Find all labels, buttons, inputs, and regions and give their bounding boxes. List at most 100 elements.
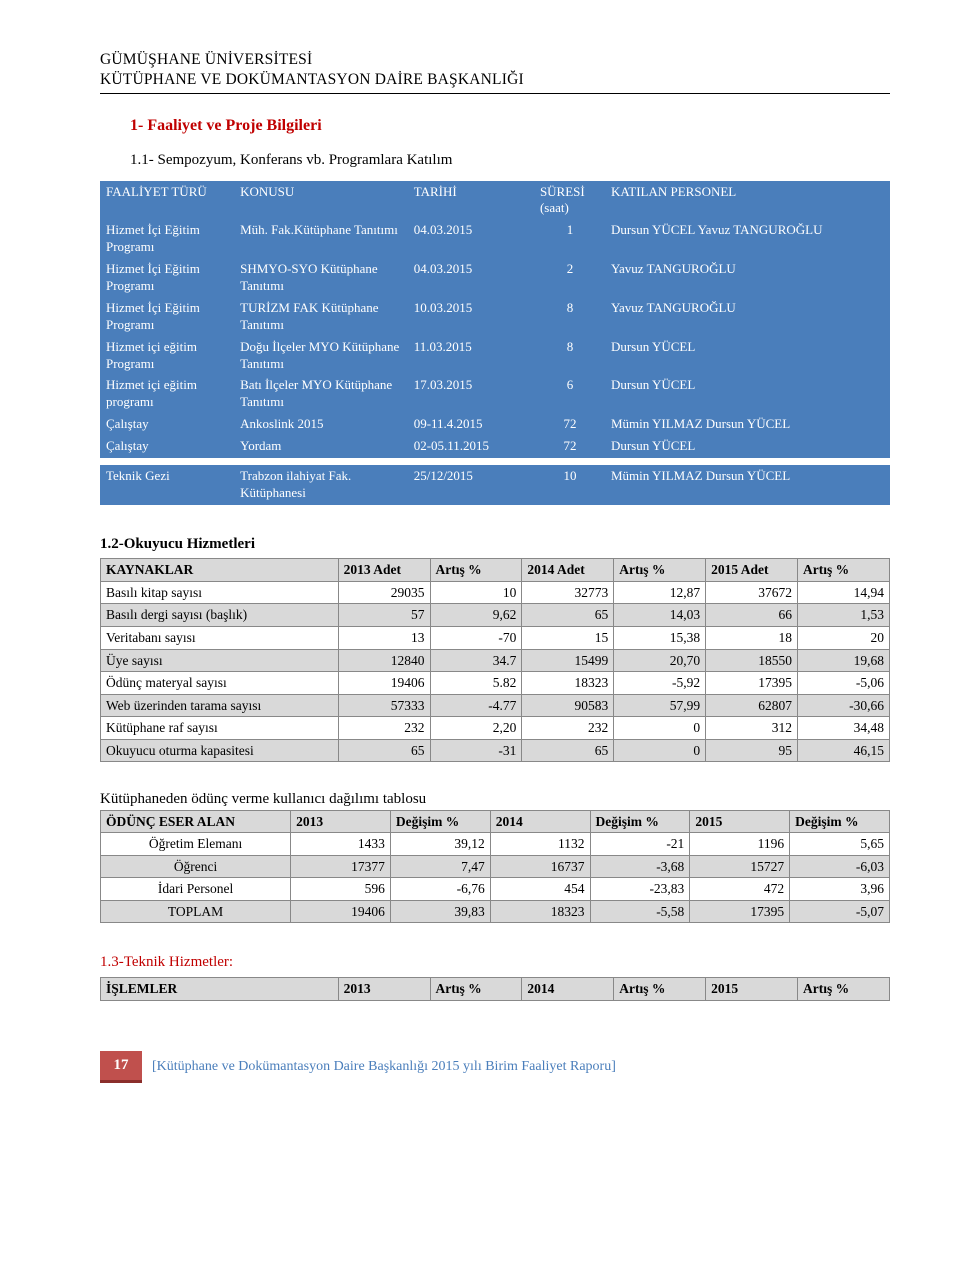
cell: 3,96 <box>790 878 890 901</box>
cell: Öğrenci <box>101 855 291 878</box>
cell: Hizmet İçi Eğitim Programı <box>101 220 235 259</box>
cell: Çalıştay <box>101 414 235 436</box>
table-row: Hizmet İçi Eğitim Programı Müh. Fak.Kütü… <box>101 220 890 259</box>
cell: 20 <box>798 626 890 649</box>
cell: Yordam <box>235 436 409 458</box>
technical-services-table: İŞLEMLER 2013 Artış % 2014 Artış % 2015 … <box>100 977 890 1001</box>
cell: Hizmet içi eğitim Programı <box>101 336 235 375</box>
col-header: 2014 Adet <box>522 559 614 582</box>
cell: 18550 <box>706 649 798 672</box>
col-header: 2015 <box>706 977 798 1000</box>
table-row: Öğretim Elemanı 1433 39,12 1132 -21 1196… <box>101 833 890 856</box>
cell: Yavuz TANGUROĞLU <box>605 297 889 336</box>
cell: 232 <box>522 717 614 740</box>
table-row: Çalıştay Ankoslink 2015 09-11.4.2015 72 … <box>101 414 890 436</box>
cell: SHMYO-SYO Kütüphane Tanıtımı <box>235 259 409 298</box>
cell: 39,83 <box>390 900 490 923</box>
header-line2: KÜTÜPHANE VE DOKÜMANTASYON DAİRE BAŞKANL… <box>100 70 890 90</box>
cell: Batı İlçeler MYO Kütüphane Tanıtımı <box>235 375 409 414</box>
cell: 2,20 <box>430 717 522 740</box>
section-title-1: 1- Faaliyet ve Proje Bilgileri <box>130 116 890 137</box>
table-row: Basılı kitap sayısı 29035 10 32773 12,87… <box>101 581 890 604</box>
cell: -4.77 <box>430 694 522 717</box>
col-header: TARİHİ <box>408 181 534 220</box>
cell: Kütüphane raf sayısı <box>101 717 339 740</box>
cell: -70 <box>430 626 522 649</box>
col-header: Artış % <box>430 977 522 1000</box>
cell: 12,87 <box>614 581 706 604</box>
table-row: Kütüphane raf sayısı 232 2,20 232 0 312 … <box>101 717 890 740</box>
col-header: Artış % <box>798 559 890 582</box>
table-row: Çalıştay Yordam 02-05.11.2015 72 Dursun … <box>101 436 890 458</box>
col-header: SÜRESİ (saat) <box>534 181 605 220</box>
cell: 04.03.2015 <box>408 259 534 298</box>
table-row: Üye sayısı 12840 34.7 15499 20,70 18550 … <box>101 649 890 672</box>
cell: 0 <box>614 717 706 740</box>
col-header: 2015 Adet <box>706 559 798 582</box>
cell: -23,83 <box>590 878 690 901</box>
col-header: Değişim % <box>590 810 690 833</box>
col-header: Değişim % <box>390 810 490 833</box>
cell: Ödünç materyal sayısı <box>101 672 339 695</box>
cell: -5,92 <box>614 672 706 695</box>
table-row: Teknik Gezi Trabzon ilahiyat Fak. Kütüph… <box>101 466 890 505</box>
cell: 6 <box>534 375 605 414</box>
cell: Doğu İlçeler MYO Kütüphane Tanıtımı <box>235 336 409 375</box>
cell: Veritabanı sayısı <box>101 626 339 649</box>
cell: -6,76 <box>390 878 490 901</box>
cell: 57 <box>338 604 430 627</box>
cell: 95 <box>706 739 798 762</box>
cell: 2 <box>534 259 605 298</box>
cell: Dursun YÜCEL <box>605 375 889 414</box>
lending-users-table: ÖDÜNÇ ESER ALAN 2013 Değişim % 2014 Deği… <box>100 810 890 924</box>
cell: 57,99 <box>614 694 706 717</box>
cell: 20,70 <box>614 649 706 672</box>
cell: TOPLAM <box>101 900 291 923</box>
table-header-row: İŞLEMLER 2013 Artış % 2014 Artış % 2015 … <box>101 977 890 1000</box>
col-header: KAYNAKLAR <box>101 559 339 582</box>
table-header-row: KAYNAKLAR 2013 Adet Artış % 2014 Adet Ar… <box>101 559 890 582</box>
table-row: Veritabanı sayısı 13 -70 15 15,38 18 20 <box>101 626 890 649</box>
table-header-row: FAALİYET TÜRÜ KONUSU TARİHİ SÜRESİ (saat… <box>101 181 890 220</box>
cell: 46,15 <box>798 739 890 762</box>
cell: Basılı dergi sayısı (başlık) <box>101 604 339 627</box>
cell: Ankoslink 2015 <box>235 414 409 436</box>
cell: 17395 <box>690 900 790 923</box>
cell: Web üzerinden tarama sayısı <box>101 694 339 717</box>
cell: 65 <box>522 604 614 627</box>
cell: -30,66 <box>798 694 890 717</box>
col-header: KONUSU <box>235 181 409 220</box>
cell: Mümin YILMAZ Dursun YÜCEL <box>605 466 889 505</box>
table-row: Basılı dergi sayısı (başlık) 57 9,62 65 … <box>101 604 890 627</box>
cell: 19406 <box>291 900 391 923</box>
cell: 72 <box>534 436 605 458</box>
spacer-row <box>101 458 890 466</box>
cell: Mümin YILMAZ Dursun YÜCEL <box>605 414 889 436</box>
table-row: Hizmet içi eğitim Programı Doğu İlçeler … <box>101 336 890 375</box>
col-header: ÖDÜNÇ ESER ALAN <box>101 810 291 833</box>
activities-table: FAALİYET TÜRÜ KONUSU TARİHİ SÜRESİ (saat… <box>100 181 890 505</box>
cell: 11.03.2015 <box>408 336 534 375</box>
col-header: 2015 <box>690 810 790 833</box>
page-header: GÜMÜŞHANE ÜNİVERSİTESİ KÜTÜPHANE VE DOKÜ… <box>100 50 890 94</box>
cell: 62807 <box>706 694 798 717</box>
cell: Öğretim Elemanı <box>101 833 291 856</box>
cell: 18 <box>706 626 798 649</box>
cell: 14,03 <box>614 604 706 627</box>
table-row: Web üzerinden tarama sayısı 57333 -4.77 … <box>101 694 890 717</box>
col-header: Artış % <box>614 559 706 582</box>
cell: -21 <box>590 833 690 856</box>
cell: 15727 <box>690 855 790 878</box>
cell: 5,65 <box>790 833 890 856</box>
cell: TURİZM FAK Kütüphane Tanıtımı <box>235 297 409 336</box>
col-header: 2014 <box>490 810 590 833</box>
cell: 02-05.11.2015 <box>408 436 534 458</box>
cell: 15 <box>522 626 614 649</box>
cell: Dursun YÜCEL <box>605 336 889 375</box>
cell: 17377 <box>291 855 391 878</box>
cell: 66 <box>706 604 798 627</box>
cell: 232 <box>338 717 430 740</box>
cell: 29035 <box>338 581 430 604</box>
cell: Okuyucu oturma kapasitesi <box>101 739 339 762</box>
cell: Teknik Gezi <box>101 466 235 505</box>
